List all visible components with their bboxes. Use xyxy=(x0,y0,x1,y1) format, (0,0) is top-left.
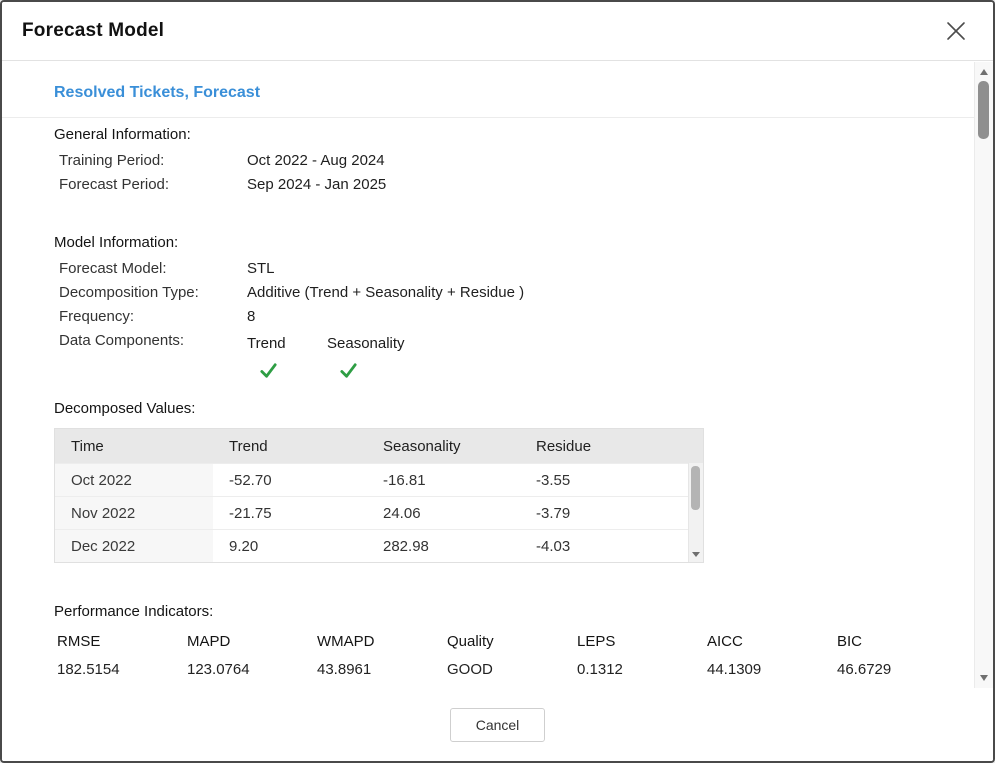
info-label: Frequency: xyxy=(59,308,135,325)
metric-mapd: MAPD 123.0764 xyxy=(187,633,317,679)
table-cell: -3.79 xyxy=(536,504,571,522)
info-value: Oct 2022 - Aug 2024 xyxy=(247,152,385,169)
component-seasonality: Seasonality xyxy=(327,332,407,380)
table-scrollbar-thumb[interactable] xyxy=(691,466,700,510)
table-cell: 282.98 xyxy=(383,537,429,555)
metric-label: WMAPD xyxy=(317,633,375,650)
scrollbar-thumb[interactable] xyxy=(978,81,989,139)
info-label: Decomposition Type: xyxy=(59,284,199,301)
table-body: Oct 2022 -52.70 -16.81 -3.55 Nov 2022 -2… xyxy=(55,463,703,562)
metric-value: 0.1312 xyxy=(577,661,623,678)
table-cell: Oct 2022 xyxy=(55,464,213,496)
data-components-row: Data Components: Trend Seasonality xyxy=(59,332,934,380)
metric-label: AICC xyxy=(707,633,743,650)
metric-value: GOOD xyxy=(447,661,493,678)
performance-heading: Performance Indicators: xyxy=(54,603,214,620)
column-header-seasonality: Seasonality xyxy=(383,437,461,455)
metrics-row: RMSE 182.5154 MAPD 123.0764 WMAPD 43.896… xyxy=(57,633,934,679)
metric-value: 46.6729 xyxy=(837,661,892,678)
metric-label: RMSE xyxy=(57,633,101,650)
metric-wmapd: WMAPD 43.8961 xyxy=(317,633,447,679)
metric-leps: LEPS 0.1312 xyxy=(577,633,707,679)
info-value: Additive (Trend + Seasonality + Residue … xyxy=(247,284,525,301)
metric-value: 123.0764 xyxy=(187,661,250,678)
component-name: Seasonality xyxy=(327,335,405,352)
table-cell: Dec 2022 xyxy=(55,530,213,562)
table-cell: -21.75 xyxy=(229,504,272,522)
data-components-label: Data Components: xyxy=(59,332,185,349)
close-icon[interactable] xyxy=(943,18,969,44)
general-info-section: General Information: Training Period: Oc… xyxy=(54,126,934,194)
decomposed-heading: Decomposed Values: xyxy=(54,400,196,417)
model-info-section: Model Information: Forecast Model: STL D… xyxy=(54,234,934,380)
table-cell: -16.81 xyxy=(383,471,426,489)
general-info-heading: General Information: xyxy=(54,126,191,143)
column-header-trend: Trend xyxy=(229,437,268,455)
report-title-section: Resolved Tickets, Forecast xyxy=(2,62,974,118)
info-row-decomposition-type: Decomposition Type: Additive (Trend + Se… xyxy=(59,284,934,302)
table-scrollbar[interactable] xyxy=(688,463,703,562)
dialog-header: Forecast Model xyxy=(2,2,993,61)
info-value: 8 xyxy=(247,308,256,325)
column-header-residue: Residue xyxy=(536,437,592,455)
info-value: Sep 2024 - Jan 2025 xyxy=(247,176,387,193)
table-cell: 24.06 xyxy=(383,504,421,522)
dialog-content: General Information: Training Period: Oc… xyxy=(2,118,974,679)
info-value: STL xyxy=(247,260,275,277)
scroll-down-icon[interactable] xyxy=(980,675,988,681)
info-row-frequency: Frequency: 8 xyxy=(59,308,934,326)
metric-bic: BIC 46.6729 xyxy=(837,633,891,679)
decomposed-table: Time Trend Seasonality Residue Oct 2022 … xyxy=(54,428,704,563)
metric-value: 44.1309 xyxy=(707,661,762,678)
table-header-row: Time Trend Seasonality Residue xyxy=(55,429,703,463)
performance-section: Performance Indicators: RMSE 182.5154 MA… xyxy=(54,603,934,679)
table-cell: Nov 2022 xyxy=(55,497,213,529)
table-cell: -4.03 xyxy=(536,537,571,555)
table-row: Oct 2022 -52.70 -16.81 -3.55 xyxy=(55,463,703,496)
dialog-scrollbar[interactable] xyxy=(974,62,993,688)
metric-label: BIC xyxy=(837,633,863,650)
info-label: Training Period: xyxy=(59,152,165,169)
dialog-body: Resolved Tickets, Forecast General Infor… xyxy=(2,62,974,688)
component-name: Trend xyxy=(247,335,286,352)
info-row-forecast-period: Forecast Period: Sep 2024 - Jan 2025 xyxy=(59,176,934,194)
cancel-button[interactable]: Cancel xyxy=(449,707,546,742)
model-info-heading: Model Information: xyxy=(54,234,179,251)
column-header-time: Time xyxy=(71,437,104,455)
metric-value: 43.8961 xyxy=(317,661,372,678)
check-icon xyxy=(259,361,327,380)
info-row-forecast-model: Forecast Model: STL xyxy=(59,260,934,278)
report-title-link[interactable]: Resolved Tickets, Forecast xyxy=(54,84,261,101)
metric-rmse: RMSE 182.5154 xyxy=(57,633,187,679)
scroll-down-icon[interactable] xyxy=(692,552,700,557)
metric-aicc: AICC 44.1309 xyxy=(707,633,837,679)
check-icon xyxy=(339,361,407,380)
scroll-up-icon[interactable] xyxy=(980,69,988,75)
info-label: Forecast Period: xyxy=(59,176,170,193)
component-trend: Trend xyxy=(247,332,327,380)
decomposed-section: Decomposed Values: Time Trend Seasonalit… xyxy=(54,400,934,563)
dialog-footer: Cancel xyxy=(2,688,993,761)
table-row: Nov 2022 -21.75 24.06 -3.79 xyxy=(55,496,703,529)
metric-quality: Quality GOOD xyxy=(447,633,577,679)
metric-label: MAPD xyxy=(187,633,231,650)
table-cell: 9.20 xyxy=(229,537,259,555)
metric-value: 182.5154 xyxy=(57,661,120,678)
dialog-title: Forecast Model xyxy=(22,20,165,41)
metric-label: Quality xyxy=(447,633,494,650)
info-label: Forecast Model: xyxy=(59,260,167,277)
table-cell: -3.55 xyxy=(536,471,571,489)
info-row-training-period: Training Period: Oct 2022 - Aug 2024 xyxy=(59,152,934,170)
table-row: Dec 2022 9.20 282.98 -4.03 xyxy=(55,529,703,562)
table-cell: -52.70 xyxy=(229,471,272,489)
metric-label: LEPS xyxy=(577,633,616,650)
